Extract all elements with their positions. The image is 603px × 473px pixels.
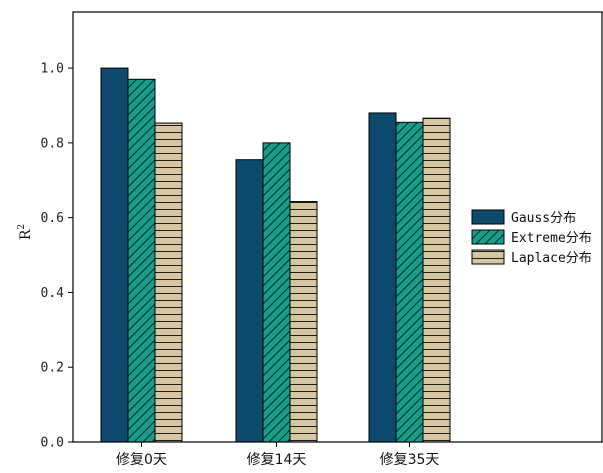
legend-swatch-2 [471,229,505,245]
y-tick-label: 0.0 [41,436,64,451]
legend-swatch-1 [471,209,505,225]
plot-frame [72,11,603,443]
legend-label-1: Gauss分布 [511,211,576,226]
bar-3-3 [422,117,451,443]
y-axis-title-superscript: 2 [17,224,27,230]
legend-swatch-3 [471,249,505,265]
bar-3-1 [154,122,183,443]
y-tick-label: 0.2 [41,361,64,376]
y-tick-label: 0.6 [41,211,64,226]
bar-2-2 [262,142,291,443]
x-axis: 修复0天 修复14天 修复35天 [116,442,439,468]
bars-group [100,67,451,443]
y-axis-title-main: R [18,229,34,240]
svg-text:R2: R2 [17,224,34,240]
x-category-label: 修复0天 [116,451,167,468]
bar-3-2 [289,201,318,443]
y-axis-title: R2 [17,224,34,240]
bar-2-3 [395,121,424,443]
y-tick-label: 0.4 [41,286,65,301]
bar-2-1 [127,78,156,443]
x-category-label: 修复35天 [380,451,440,468]
y-tick-label: 1.0 [41,62,64,77]
x-category-label: 修复14天 [247,451,307,468]
legend-label-3: Laplace分布 [511,251,592,266]
legend-label-2: Extreme分布 [511,231,592,246]
y-tick-label: 0.8 [41,136,64,151]
legend: Gauss分布 Extreme分布 Laplace分布 [471,209,592,266]
bar-1-2 [235,159,264,443]
y-axis: 0.0 0.2 0.4 0.6 0.8 1.0 [41,62,73,451]
bar-1-1 [100,67,129,443]
bar-1-3 [368,112,397,443]
